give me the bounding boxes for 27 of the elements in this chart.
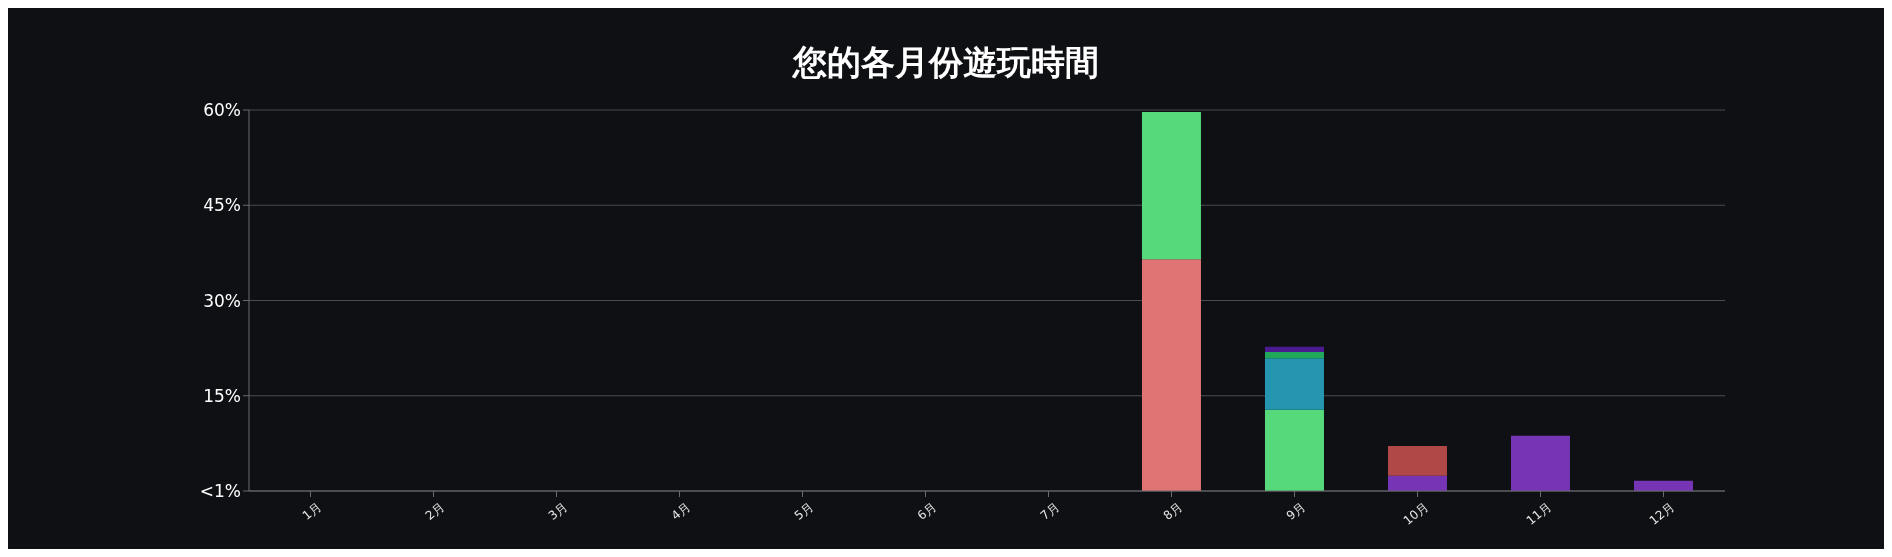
bar: [1141, 111, 1201, 260]
bar: [1264, 346, 1324, 352]
x-tick-label: 4月: [668, 499, 693, 523]
x-tick-label: 8月: [1160, 499, 1185, 523]
chart-title: 您的各月份遊玩時間: [791, 41, 1100, 84]
x-tick-label: 1月: [299, 499, 324, 523]
x-tick-label: 9月: [1283, 499, 1308, 523]
x-tick-label: 6月: [914, 499, 939, 523]
bar: [1387, 445, 1447, 476]
bar: [1264, 409, 1324, 491]
y-tick-label: 45%: [203, 195, 241, 216]
bar: [1264, 358, 1324, 410]
bar: [1387, 475, 1447, 491]
x-tick-label: 12月: [1646, 499, 1677, 528]
x-tick-label: 10月: [1400, 499, 1431, 528]
bar: [1141, 259, 1201, 491]
x-tick-label: 7月: [1037, 499, 1062, 523]
x-tick-label: 5月: [791, 499, 816, 523]
y-tick-label: <1%: [199, 481, 241, 502]
y-tick-label: 15%: [203, 385, 241, 406]
x-tick-label: 2月: [422, 499, 447, 523]
x-tick-label: 3月: [545, 499, 570, 523]
x-tick-label: 11月: [1523, 499, 1554, 528]
y-tick-label: 30%: [203, 290, 241, 311]
bar: [1264, 351, 1324, 359]
bar: [1510, 435, 1570, 491]
y-tick-label: 60%: [203, 100, 241, 121]
